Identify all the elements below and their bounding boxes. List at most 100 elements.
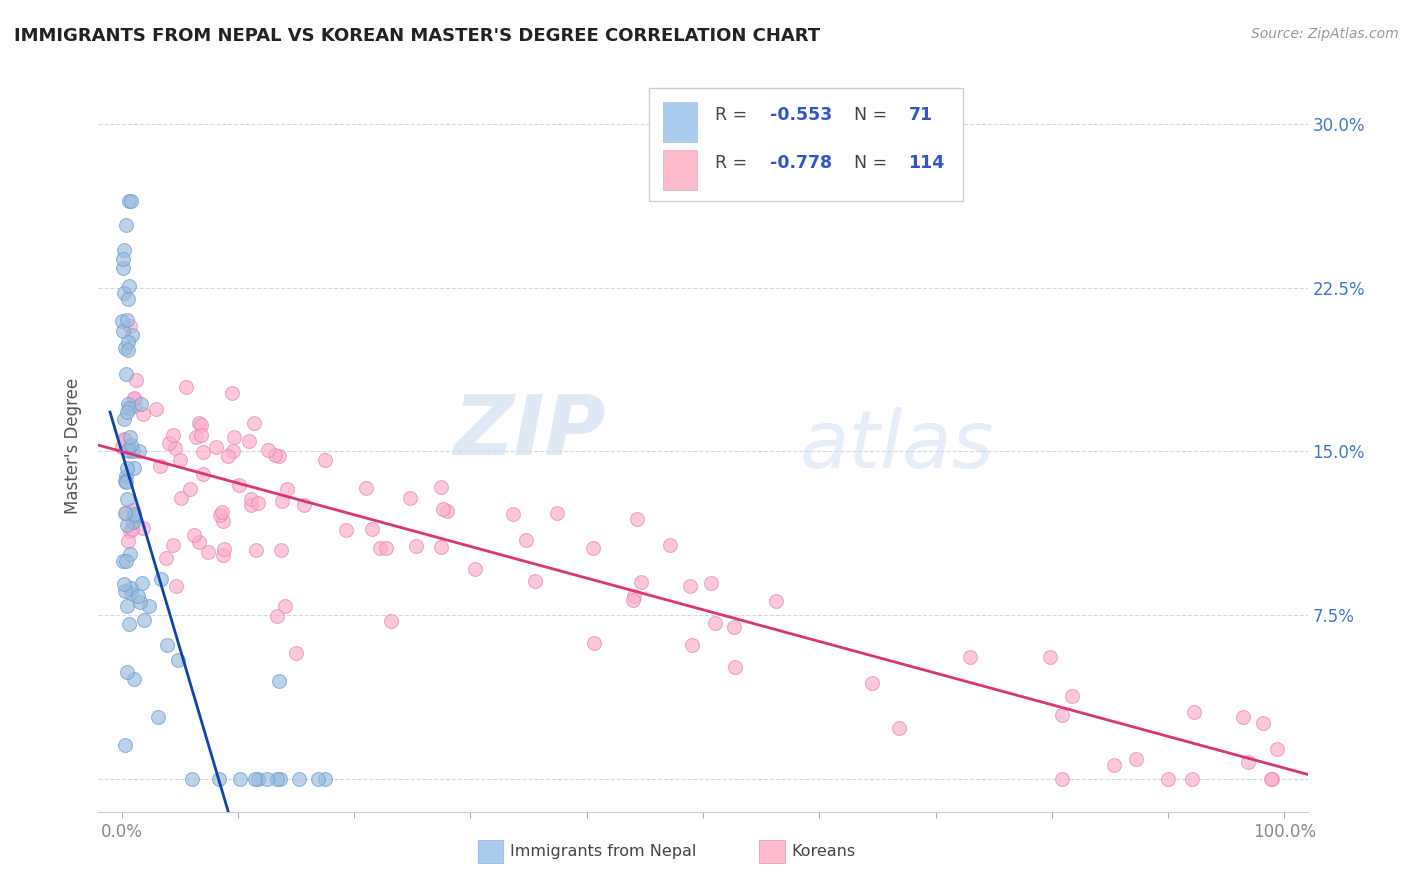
Point — [120, 437, 142, 451]
Point — [502, 507, 524, 521]
Point — [155, 551, 177, 566]
Point — [114, 475, 136, 490]
Point — [186, 430, 208, 444]
Point — [122, 391, 145, 405]
Point — [1260, 772, 1282, 786]
Point — [238, 434, 260, 449]
FancyBboxPatch shape — [648, 87, 963, 201]
Point — [723, 619, 745, 633]
Point — [375, 541, 398, 555]
Point — [959, 649, 981, 664]
Point — [118, 401, 141, 416]
Point — [114, 433, 136, 447]
Point — [658, 538, 681, 552]
Point — [681, 638, 703, 652]
Point — [112, 244, 135, 258]
Point — [243, 772, 266, 786]
Point — [1102, 757, 1125, 772]
Point — [115, 665, 138, 679]
Point — [211, 505, 233, 519]
Point — [1237, 755, 1260, 769]
Text: Koreans: Koreans — [792, 844, 856, 859]
Point — [1265, 742, 1288, 756]
Point — [197, 545, 219, 559]
Point — [360, 522, 382, 536]
Point — [621, 592, 644, 607]
Point — [111, 314, 134, 328]
Point — [229, 772, 252, 786]
Point — [174, 380, 197, 394]
Point — [122, 392, 145, 407]
Point — [274, 599, 297, 613]
Point — [257, 442, 280, 457]
Point — [111, 440, 134, 454]
Point — [157, 436, 180, 450]
Point — [114, 583, 136, 598]
Point — [266, 609, 288, 624]
Point — [256, 772, 278, 786]
Point — [118, 524, 141, 539]
Point — [292, 498, 315, 512]
Point — [111, 260, 134, 275]
Point — [118, 318, 141, 333]
Text: Immigrants from Nepal: Immigrants from Nepal — [510, 844, 697, 859]
Point — [228, 478, 250, 492]
Point — [221, 444, 243, 458]
Point — [156, 638, 179, 652]
Point — [148, 710, 170, 724]
Point — [121, 522, 143, 536]
Point — [209, 508, 232, 523]
Point — [245, 543, 267, 558]
Point — [270, 543, 292, 558]
Point — [129, 397, 152, 411]
Point — [222, 430, 245, 444]
Point — [129, 595, 152, 609]
Point — [190, 417, 212, 432]
Point — [191, 445, 214, 459]
Point — [523, 574, 546, 589]
Point — [122, 509, 145, 524]
Text: -0.778: -0.778 — [769, 153, 831, 171]
Point — [1050, 708, 1073, 723]
Point — [214, 541, 236, 556]
Point — [115, 554, 138, 568]
Point — [1261, 772, 1284, 786]
Point — [117, 396, 139, 410]
Point — [1060, 689, 1083, 703]
Point — [132, 407, 155, 421]
Text: N =: N = — [855, 153, 893, 171]
Point — [1251, 715, 1274, 730]
Point — [115, 506, 138, 520]
Point — [124, 399, 146, 413]
Text: -0.553: -0.553 — [769, 106, 832, 124]
Point — [704, 616, 727, 631]
Point — [354, 482, 377, 496]
Point — [765, 593, 787, 607]
Point — [247, 496, 270, 510]
Point — [131, 521, 153, 535]
Point — [128, 443, 150, 458]
Text: R =: R = — [716, 153, 752, 171]
Text: 114: 114 — [908, 153, 945, 171]
Point — [405, 539, 427, 553]
Point — [118, 279, 141, 293]
Point — [679, 578, 702, 592]
Point — [1157, 772, 1180, 786]
Point — [167, 653, 190, 667]
Point — [700, 576, 723, 591]
Text: IMMIGRANTS FROM NEPAL VS KOREAN MASTER'S DEGREE CORRELATION CHART: IMMIGRANTS FROM NEPAL VS KOREAN MASTER'S… — [14, 27, 820, 45]
FancyBboxPatch shape — [664, 103, 697, 143]
Point — [115, 460, 138, 475]
Point — [436, 504, 458, 518]
Point — [240, 492, 263, 507]
Point — [583, 636, 606, 650]
Point — [190, 428, 212, 442]
Point — [115, 219, 138, 233]
Point — [120, 194, 142, 208]
Point — [723, 660, 745, 674]
Text: ZIP: ZIP — [454, 391, 606, 472]
Point — [131, 575, 153, 590]
Point — [162, 428, 184, 442]
Point — [111, 325, 134, 339]
Point — [169, 452, 191, 467]
